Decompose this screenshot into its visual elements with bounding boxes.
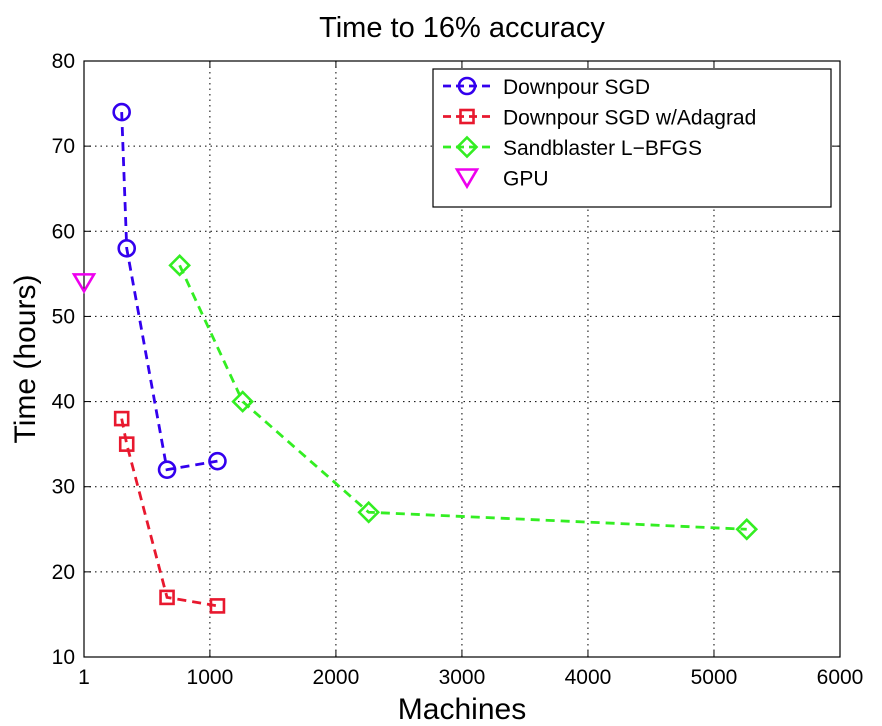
legend-item: GPU [454,168,549,191]
data-point [113,410,130,427]
legend-label: GPU [503,168,549,191]
y-tick-label: 30 [52,476,75,499]
legend: Downpour SGD Downpour SGD w/Adagrad Sandbl… [432,68,832,208]
legend-label: Downpour SGD [503,76,650,99]
axes: 1 1000 2000 3000 4000 5000 6000 10 20 30 40 50 60 70 8… [52,50,864,689]
data-point [159,589,175,606]
data-point [117,239,137,258]
series-line [178,264,747,531]
y-tick-label: 20 [52,561,75,584]
legend-marker [457,76,477,96]
data-point [71,273,97,294]
series-line [120,112,218,472]
y-tick-label: 70 [52,135,75,158]
data-point [208,451,227,471]
x-tick-label: 3000 [439,666,486,689]
legend-box [432,68,832,208]
series-group [71,102,759,614]
legend-label: Downpour SGD w/Adagrad [503,107,756,130]
x-tick-label: 1000 [187,666,234,689]
y-tick-label: 60 [52,220,75,243]
data-point [112,102,131,122]
y-tick-label: 80 [52,50,75,73]
y-tick-label: 10 [52,646,75,669]
x-tick-label: 4000 [565,666,612,689]
x-axis-label: Machines [398,693,526,726]
legend-marker [454,168,480,190]
data-point [735,517,759,541]
series-downpour-sgd [112,102,227,479]
x-tick-label: 2000 [313,666,360,689]
legend-item: Sandblaster L−BFGS [443,135,702,160]
series-sandblaster-l-bfgs [168,254,759,541]
legend-marker [459,108,475,125]
y-tick-label: 40 [52,391,75,414]
series-gpu [71,273,97,294]
series-line [120,418,218,608]
legend-item: Downpour SGD [443,76,650,99]
data-point [157,460,177,479]
data-point [357,500,381,524]
legend-item: Downpour SGD w/Adagrad [443,107,756,130]
legend-label: Sandblaster L−BFGS [503,137,702,160]
x-tick-label: 5000 [691,666,738,689]
y-tick-label: 50 [52,305,75,328]
legend-marker [455,135,479,159]
data-point [209,598,226,614]
chart-title: Time to 16% accuracy [319,12,605,44]
y-axis-label: Time (hours) [9,275,42,444]
data-point [118,436,135,452]
data-point [168,254,191,277]
data-point [231,390,254,413]
series-downpour-sgd-w-adagrad [113,410,226,614]
x-tick-label: 1 [78,666,90,689]
x-tick-label: 6000 [817,666,864,689]
